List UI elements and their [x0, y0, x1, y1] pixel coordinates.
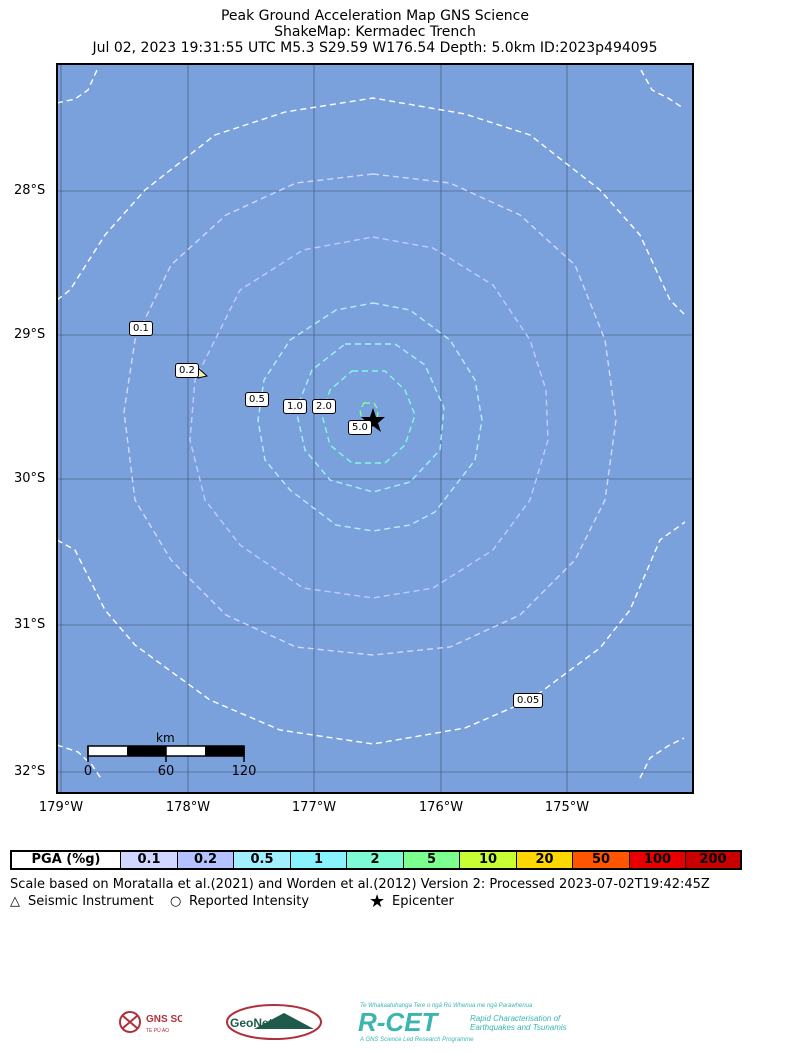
- gns-science-logo: GNS SCIENCE TE PŪ AO: [118, 1008, 215, 1038]
- circle-icon: ○: [170, 894, 182, 909]
- rcet-logo-text: R-CET: [358, 1007, 440, 1037]
- ocean-background: [57, 64, 693, 793]
- legend-bin-200: 200: [686, 852, 740, 868]
- map-title-block: Peak Ground Acceleration Map GNS Science…: [0, 8, 750, 56]
- rcet-maori-text: Te Whakaatuhanga Tere o ngā Rū Whenua me…: [360, 1003, 533, 1009]
- contour-label-5.0: 5.0: [348, 420, 372, 435]
- contour-label-2.0: 2.0: [312, 399, 336, 414]
- symbol-key: △ Seismic Instrument ○ Reported Intensit…: [10, 891, 750, 912]
- lat-label-29s: 29°S: [14, 327, 46, 342]
- legend-bin-100: 100: [630, 852, 686, 868]
- map-border: [56, 63, 694, 794]
- pga-legend: PGA (%g) 0.1 0.2 0.5 1 2 5 10 20 50 100 …: [10, 850, 742, 870]
- lat-label-32s: 32°S: [14, 764, 46, 779]
- event-summary: Jul 02, 2023 19:31:55 UTC M5.3 S29.59 W1…: [92, 40, 658, 56]
- contour-0.05-corner-nw: [56, 69, 98, 104]
- legend-bin-0.2: 0.2: [178, 852, 234, 868]
- scale-note: Scale based on Moratalla et al.(2021) an…: [10, 877, 710, 892]
- gns-mark-icon: GNS SCIENCE TE PŪ AO: [119, 1011, 215, 1034]
- rcet-line2: Earthquakes and Tsunamis: [470, 1023, 567, 1032]
- scale-tick-120: 120: [231, 764, 257, 779]
- geonet-logo: GeoNet: [224, 1003, 324, 1041]
- legend-header: PGA (%g): [12, 852, 121, 868]
- lon-label-179w: 179°W: [38, 800, 84, 815]
- map-subtitle: ShakeMap: Kermadec Trench: [274, 24, 476, 40]
- geonet-mark-icon: GeoNet: [226, 1004, 322, 1040]
- lon-label-176w: 176°W: [418, 800, 464, 815]
- contour-0.1: [123, 173, 617, 656]
- legend-bin-1: 1: [291, 852, 347, 868]
- reported-intensity-label: Reported Intensity: [189, 894, 310, 909]
- contour-2.0: [321, 370, 416, 464]
- rcet-line1: Rapid Characterisation of: [470, 1014, 561, 1023]
- legend-bin-20: 20: [517, 852, 573, 868]
- lon-label-177w: 177°W: [291, 800, 337, 815]
- lon-label-178w: 178°W: [165, 800, 211, 815]
- legend-bin-5: 5: [404, 852, 460, 868]
- scale-tick-60: 60: [157, 764, 175, 779]
- shakemap-svg: [56, 63, 694, 794]
- star-icon: ★: [369, 891, 386, 912]
- scale-tick-0: 0: [83, 764, 93, 779]
- contour-0.05: [56, 97, 686, 316]
- gns-logo-subtext: TE PŪ AO: [146, 1027, 169, 1034]
- contour-label-0.1: 0.1: [129, 321, 153, 336]
- legend-bin-50: 50: [573, 852, 630, 868]
- geonet-logo-text: GeoNet: [230, 1016, 273, 1030]
- contour-label-1.0: 1.0: [283, 399, 307, 414]
- contour-label-0.5: 0.5: [245, 392, 269, 407]
- contour-0.05-corner-ne: [640, 69, 684, 109]
- gns-logo-text: GNS SCIENCE: [146, 1014, 182, 1025]
- contour-label-0.2: 0.2: [175, 363, 199, 378]
- scale-bar-unit: km: [156, 731, 175, 745]
- rcet-mark-icon: Te Whakaatuhanga Tere o ngā Rū Whenua me…: [358, 1003, 567, 1043]
- contour-0.05-corner-se: [639, 737, 685, 779]
- lat-label-31s: 31°S: [14, 617, 46, 632]
- lon-label-175w: 175°W: [544, 800, 590, 815]
- legend-bin-2: 2: [347, 852, 404, 868]
- scale-bar: [87, 745, 245, 762]
- legend-bin-10: 10: [460, 852, 517, 868]
- rcet-logo: Te Whakaatuhanga Tere o ngā Rū Whenua me…: [358, 1000, 588, 1045]
- legend-bin-0.5: 0.5: [234, 852, 291, 868]
- graticule: [57, 64, 693, 793]
- seismic-instrument-label: Seismic Instrument: [28, 894, 154, 909]
- contour-1.0: [295, 343, 445, 493]
- map-title: Peak Ground Acceleration Map GNS Science: [220, 8, 529, 24]
- rcet-footer: A GNS Science Led Research Programme: [359, 1037, 474, 1043]
- lat-label-28s: 28°S: [14, 183, 46, 198]
- epicenter-label: Epicenter: [392, 894, 454, 909]
- triangle-icon: △: [10, 894, 20, 909]
- contour-0.05-corner-sw: [56, 744, 103, 781]
- legend-bin-0.1: 0.1: [121, 852, 178, 868]
- contour-label-0.05: 0.05: [513, 693, 544, 708]
- lat-label-30s: 30°S: [14, 471, 46, 486]
